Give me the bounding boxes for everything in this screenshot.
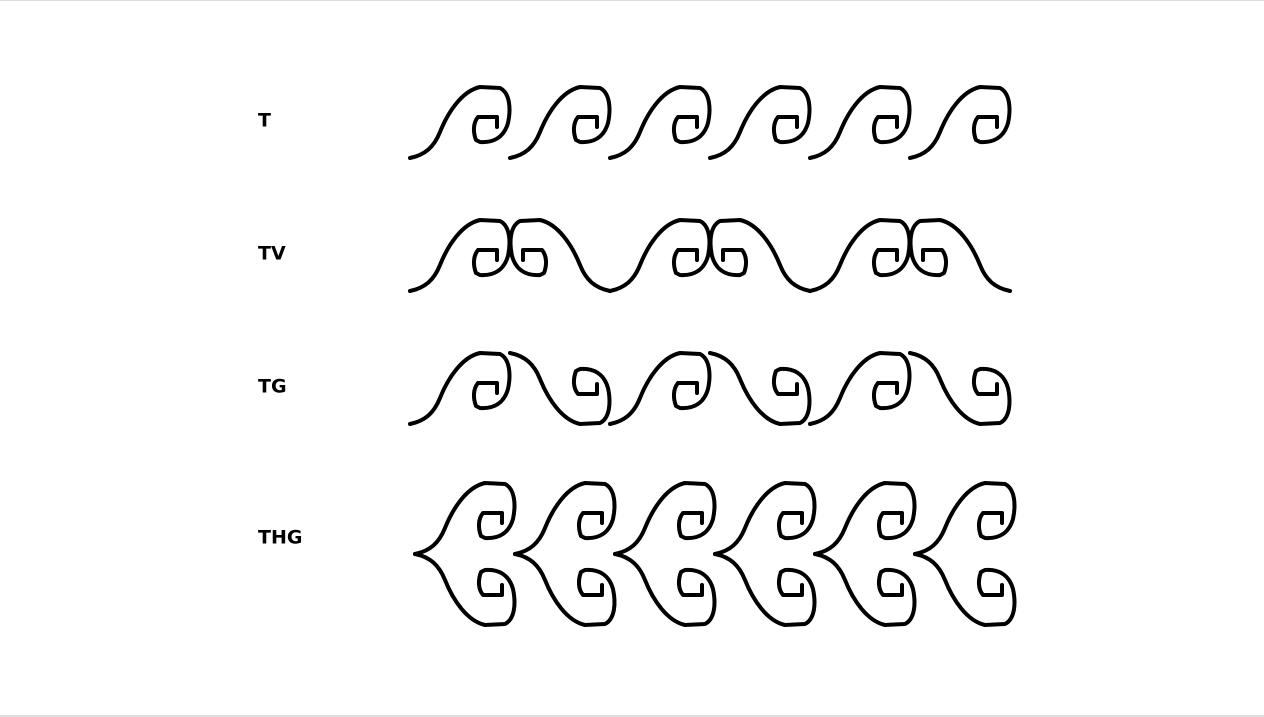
patterns: T TV TG THG	[258, 85, 1017, 627]
motif	[613, 481, 717, 556]
motif	[913, 481, 1017, 556]
motif	[408, 351, 512, 426]
motif	[608, 351, 712, 426]
motif	[713, 552, 817, 627]
motif	[508, 85, 612, 160]
motif	[513, 481, 617, 556]
motif	[708, 351, 812, 426]
motif	[508, 351, 612, 426]
row-label: T	[258, 110, 271, 132]
motif	[708, 218, 812, 293]
motif	[813, 481, 917, 556]
motif	[613, 552, 717, 627]
motif	[708, 85, 812, 160]
row-label: TG	[258, 376, 287, 398]
motif	[908, 85, 1012, 160]
motif	[513, 552, 617, 627]
motif	[913, 552, 1017, 627]
motif	[808, 218, 912, 293]
motif	[413, 481, 517, 556]
motif	[508, 218, 612, 293]
motif	[608, 85, 712, 160]
motif	[608, 218, 712, 293]
motif	[908, 218, 1012, 293]
motif	[413, 552, 517, 627]
motif	[908, 351, 1012, 426]
motif	[808, 85, 912, 160]
motif	[713, 481, 817, 556]
motif	[408, 85, 512, 160]
motif	[808, 351, 912, 426]
motif	[408, 218, 512, 293]
row-label: TV	[258, 243, 286, 265]
row-label: THG	[258, 527, 302, 549]
motif	[813, 552, 917, 627]
